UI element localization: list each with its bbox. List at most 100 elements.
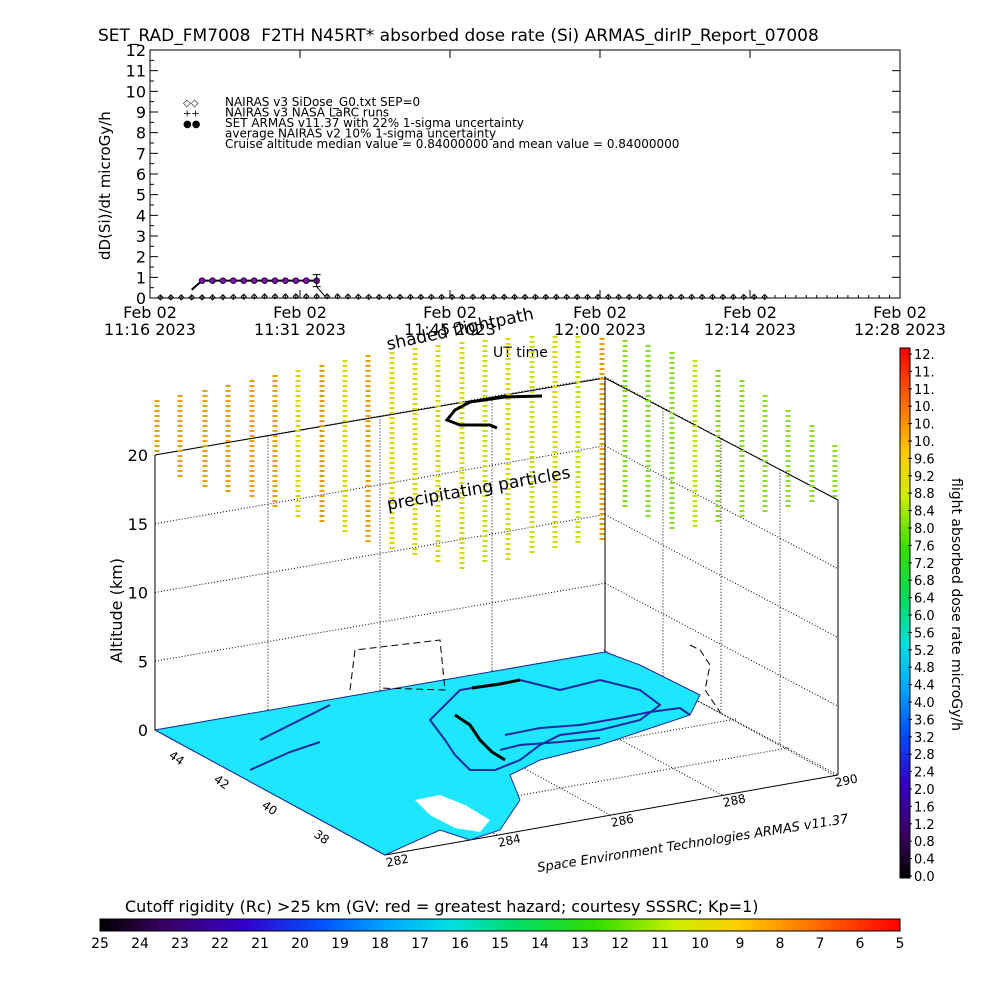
rigidity-colorbar-gradient [99, 918, 901, 932]
rigidity-colorbar-tick-label: 5 [896, 936, 905, 952]
dose-colorbar-gradient [899, 347, 911, 879]
x-tick-time: 12:14 2023 [704, 320, 796, 339]
altitude-gridline-side [604, 651, 839, 776]
nairas-point [625, 293, 633, 301]
dose-colorbar-tick-label: 0.8 [914, 835, 935, 850]
y-tick-label: 9 [136, 103, 146, 122]
nairas-point [584, 293, 591, 301]
dose-colorbar-tick-label: 8.8 [914, 487, 935, 502]
nairas-point [334, 293, 341, 300]
dose-colorbar-tick-label: 11. [914, 383, 935, 398]
nairas-point [230, 293, 237, 301]
dose-colorbar-tick-label: 4.8 [914, 661, 935, 676]
armas-point [219, 277, 227, 284]
dose-colorbar-tick-label: 4.4 [914, 679, 935, 694]
nairas-point [375, 293, 383, 301]
rigidity-colorbar-title: Cutoff rigidity (Rc) >25 km (GV: red = g… [125, 897, 759, 916]
armas-point [250, 277, 258, 284]
altitude-tick-label: 5 [138, 652, 148, 671]
dose-legend: ◇◇ NAIRAS v3 SiDose_G0.txt SEP=0 ++ NAIRAS … [183, 95, 679, 151]
nairas-point [688, 293, 695, 301]
nairas-point [636, 293, 643, 301]
x-tick-date: Feb 02 [573, 303, 627, 322]
nairas-point [563, 293, 570, 301]
white-patch [415, 795, 490, 832]
dose-colorbar-tick-label: 5.6 [914, 626, 935, 641]
y-tick-label: 3 [136, 227, 146, 246]
dose-colorbar-tick-label: 7.6 [914, 539, 935, 554]
nairas-point [480, 293, 487, 301]
nairas-point [188, 294, 195, 301]
dose-colorbar-tick-label: 1.6 [914, 800, 935, 815]
dose-colorbar-tick-label: 1.2 [914, 818, 935, 833]
dose-colorbar-tick-label: 2.4 [914, 766, 935, 781]
nairas-point [719, 293, 727, 301]
nairas-point [303, 293, 310, 300]
rigidity-colorbar-tick-label: 14 [531, 936, 549, 952]
dose-plot-frame [149, 49, 901, 299]
rigidity-colorbar-tick-label: 15 [491, 936, 509, 952]
dose-colorbar-tick-label: 10. [914, 418, 935, 433]
legend-entry: average NAIRAS v2 10% 1-sigma uncertaint… [225, 127, 496, 141]
nairas-point [323, 293, 331, 300]
rigidity-colorbar-tick-label: 16 [451, 936, 469, 952]
rigidity-colorbar-tick-label: 11 [651, 936, 669, 952]
altitude-gridline-back [154, 514, 606, 593]
armas-point [230, 277, 237, 284]
armas-descent [316, 286, 326, 297]
nairas-point [219, 293, 227, 301]
y-tick-label: 0 [136, 289, 146, 308]
dose-colorbar-tick-label: 6.4 [914, 592, 935, 607]
rigidity-colorbar-ticks: 25 24 23 22 21 20 19 18 17 16 15 14 13 12 11 10 9 8 7 6 5 [91, 936, 904, 952]
lon-tick-label: 284 [497, 831, 522, 849]
dose-colorbar-tick-label: 8.4 [914, 505, 935, 520]
x-tick-time: 12:00 2023 [554, 320, 646, 339]
dose-colorbar-tick-label: 7.2 [914, 557, 935, 572]
y-tick-label: 1 [136, 268, 146, 287]
dose-colorbar-tick-label: 3.2 [914, 731, 935, 746]
dose-colorbar-tick-label: 4.0 [914, 696, 935, 711]
nairas-point [573, 293, 581, 301]
y-tick-label: 2 [136, 248, 146, 267]
nairas-point [657, 293, 664, 301]
rigidity-colorbar-tick-label: 19 [331, 936, 349, 952]
dose-colorbar-tick-label: 10. [914, 400, 935, 415]
x-tick-date: Feb 02 [723, 303, 777, 322]
ut-time-label: UT time [493, 345, 548, 361]
nairas-point [730, 293, 737, 301]
rigidity-colorbar-tick-label: 20 [291, 936, 309, 952]
nairas-point [282, 293, 289, 300]
rigidity-colorbar: Cutoff rigidity (Rc) >25 km (GV: red = g… [91, 897, 904, 952]
altitude-grid [154, 376, 839, 836]
coastline [249, 704, 691, 771]
rigidity-colorbar-tick-label: 23 [171, 936, 189, 952]
rigidity-colorbar-tick-label: 18 [371, 936, 389, 952]
flight-projection-back [349, 639, 446, 691]
dose-colorbar-tick-label: 10. [914, 435, 935, 450]
dose-colorbar-tick-label: 8.0 [914, 522, 935, 537]
altitude-gridline-back [154, 582, 606, 662]
altitude-gridline-back [154, 376, 606, 456]
nairas-point [313, 293, 320, 300]
nairas-point [750, 293, 758, 301]
nairas-point [553, 293, 560, 301]
rigidity-colorbar-tick-label: 25 [91, 936, 109, 952]
rigidity-colorbar-tick-label: 7 [816, 936, 825, 952]
nairas-point [459, 293, 466, 301]
armas-point [209, 277, 216, 284]
altitude-gridline-side [604, 445, 839, 570]
dose-colorbar-label: flight absorbed dose rate microGy/h [948, 478, 964, 731]
altitude-label: Altitude (km) [107, 558, 126, 663]
y-tick-label: 7 [136, 144, 146, 163]
altitude-gridline-back [154, 445, 606, 525]
nairas-point [355, 293, 362, 300]
dose-colorbar-tick-label: 2.8 [914, 748, 935, 763]
x-tick-date: Feb 02 [873, 303, 927, 322]
dose-colorbar-tick-label: 0.0 [914, 870, 935, 885]
altitude-gridline-side [604, 582, 839, 707]
rigidity-colorbar-tick-label: 12 [611, 936, 629, 952]
rigidity-colorbar-tick-label: 24 [131, 936, 149, 952]
dose-colorbar-tick-label: 12. [914, 348, 935, 363]
